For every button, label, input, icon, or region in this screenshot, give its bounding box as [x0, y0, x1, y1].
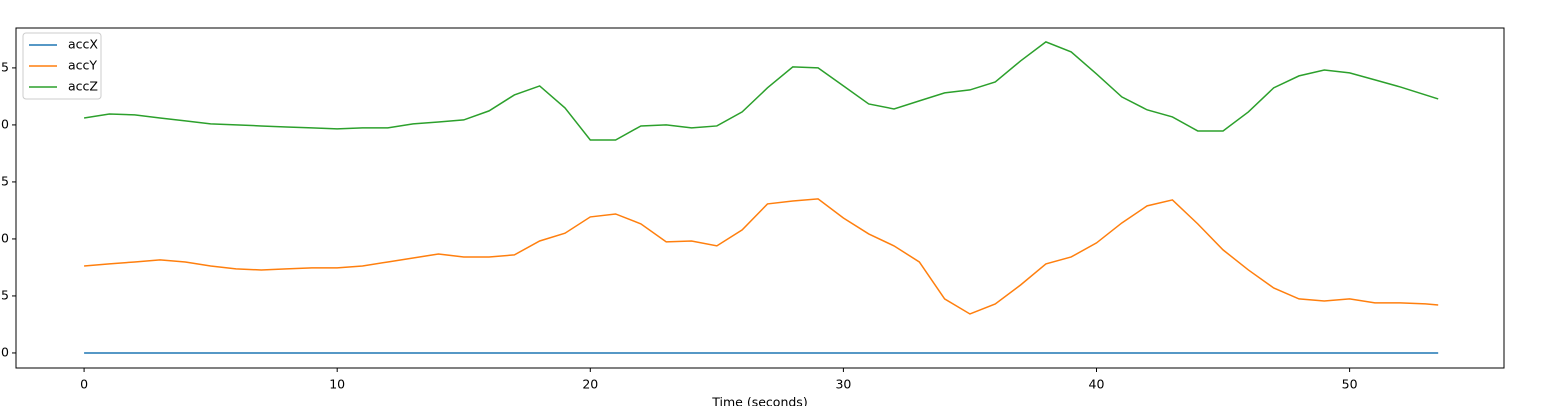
- y-tick-label: 20: [0, 116, 9, 131]
- x-tick-label: 0: [80, 377, 88, 392]
- line-series: [84, 198, 1439, 315]
- y-tick-label: 10: [0, 230, 9, 245]
- legend-box: [22, 32, 102, 100]
- legend-label: accX: [68, 37, 98, 52]
- plot-frame: [15, 27, 1505, 369]
- legend-label: accY: [68, 58, 97, 73]
- y-tick-label: 5: [1, 287, 9, 302]
- x-axis-label: Time (seconds): [711, 395, 807, 406]
- y-tick-label: 15: [0, 173, 9, 188]
- x-tick-label: 20: [582, 377, 598, 392]
- x-tick-label: 50: [1342, 377, 1358, 392]
- y-tick-label: 25: [0, 59, 9, 74]
- legend-label: accZ: [68, 79, 98, 94]
- x-tick-label: 30: [835, 377, 851, 392]
- x-tick-label: 10: [329, 377, 345, 392]
- y-tick-label: 0: [1, 344, 9, 359]
- x-tick-label: 40: [1089, 377, 1105, 392]
- line-series: [83, 41, 1439, 141]
